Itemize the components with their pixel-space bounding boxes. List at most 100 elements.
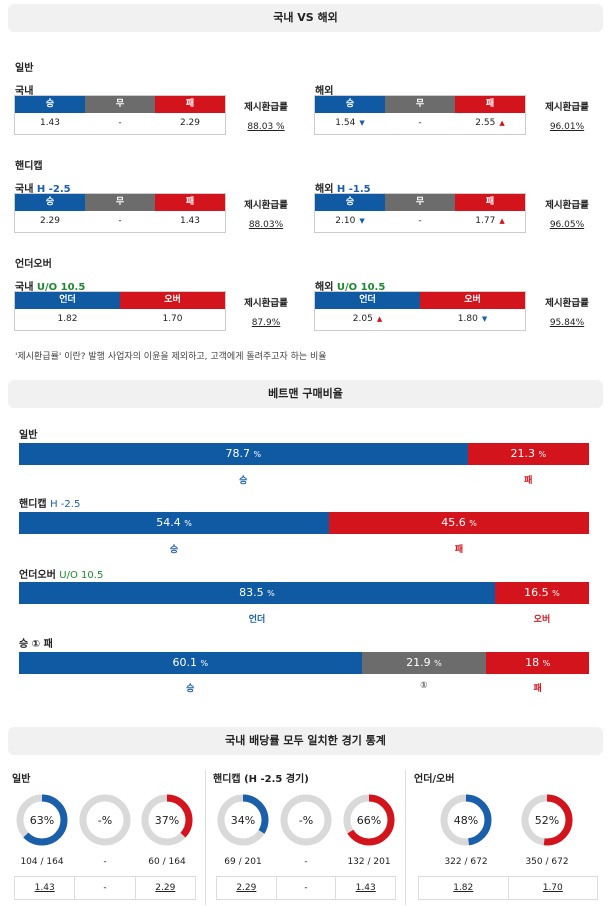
ratio-win-label: 승 bbox=[186, 684, 195, 694]
stats-handicap-label: 핸디캡 (H -2.5 경기) bbox=[213, 774, 309, 785]
header-lose: 패 bbox=[455, 96, 525, 113]
stats-odds-table: 2.29 -1.43 bbox=[216, 876, 396, 900]
ratio-draw-label: ① bbox=[420, 681, 428, 691]
stats-odd-cell: - bbox=[275, 877, 336, 899]
header-under: 언더 bbox=[15, 292, 120, 309]
ratio-lose-segment: 45.6 % bbox=[329, 512, 589, 534]
donut-percent: 37% bbox=[155, 814, 179, 827]
header-win: 승 bbox=[15, 194, 85, 211]
header-draw: 무 bbox=[85, 96, 155, 113]
donut-count: - bbox=[103, 857, 107, 867]
donut-percent: -% bbox=[299, 814, 313, 827]
handicap-overseas-label: 해외 H -1.5 bbox=[315, 184, 371, 195]
arrow-up-icon: ▲ bbox=[376, 315, 383, 323]
arrow-down-icon: ▼ bbox=[481, 315, 488, 323]
donut-percent: 48% bbox=[454, 814, 478, 827]
handicap-domestic-payout: 제시환급률 88.03% bbox=[244, 200, 288, 230]
stats-odds-table: 1.43 -2.29 bbox=[14, 876, 196, 900]
ratio-general-bar: 78.7 % 21.3 % bbox=[19, 443, 589, 465]
donut-chart: 63% bbox=[16, 794, 68, 846]
odd-win: 1.54 ▼ bbox=[335, 118, 365, 128]
header-win: 승 bbox=[15, 96, 85, 113]
donut-count: 350 / 672 bbox=[525, 857, 569, 867]
stats-odd-cell: - bbox=[74, 877, 134, 899]
ratio-over-segment: 16.5 % bbox=[494, 582, 589, 604]
underover-overseas-odds-table: 언더 오버 2.05 ▲ 1.80 ▼ bbox=[314, 291, 526, 331]
donut-fill bbox=[343, 794, 395, 846]
header-win: 승 bbox=[315, 96, 385, 113]
stats-odds-table: 1.82 1.70 bbox=[418, 876, 598, 900]
odd-draw: - bbox=[118, 216, 122, 226]
odd-draw: - bbox=[418, 216, 422, 226]
stats-underover-label: 언더/오버 bbox=[414, 774, 455, 785]
donut-track bbox=[79, 794, 131, 846]
header-draw: 무 bbox=[385, 194, 455, 211]
ratio-general-label: 일반 bbox=[19, 430, 38, 441]
odd-lose: 2.29 bbox=[179, 118, 201, 128]
odd-over: 1.80 ▼ bbox=[457, 314, 488, 324]
ratio-lose-label: 패 bbox=[533, 684, 542, 694]
ratio-under-segment: 83.5 % bbox=[19, 582, 495, 604]
handicap-overseas-payout: 제시환급률 96.05% bbox=[545, 200, 589, 230]
donut-percent: -% bbox=[98, 814, 112, 827]
donut-chart: -% bbox=[280, 794, 332, 846]
odd-lose: 2.55 ▲ bbox=[475, 118, 505, 128]
stats-odd-cell[interactable]: 1.82 bbox=[453, 883, 474, 893]
donut-fill bbox=[141, 794, 193, 846]
donut-chart: 37% bbox=[141, 794, 193, 846]
section-header-domestic-vs-overseas: 국내 VS 해외 bbox=[8, 4, 603, 32]
header-lose: 패 bbox=[455, 194, 525, 211]
stats-odd-cell[interactable]: 2.29 bbox=[134, 877, 195, 899]
header-lose: 패 bbox=[155, 96, 225, 113]
general-overseas-label: 해외 bbox=[315, 86, 334, 97]
section-header-matched-stats: 국내 배당률 모두 일치한 경기 통계 bbox=[8, 727, 603, 755]
underover-domestic-label: 국내 U/O 10.5 bbox=[15, 282, 86, 293]
odd-lose: 1.77 ▲ bbox=[475, 216, 505, 226]
underover-domestic-odds-table: 언더 오버 1.82 1.70 bbox=[14, 291, 226, 331]
arrow-down-icon: ▼ bbox=[359, 119, 365, 127]
odd-win: 1.43 bbox=[39, 118, 61, 128]
donut-percent: 34% bbox=[231, 814, 255, 827]
ratio-handicap-label: 핸디캡 H -2.5 bbox=[19, 499, 81, 510]
ratio-draw-segment: 21.9 % bbox=[361, 652, 487, 674]
donut-count: 69 / 201 bbox=[224, 857, 262, 867]
stats-odd-cell[interactable]: 1.43 bbox=[34, 883, 55, 893]
ratio-handicap-bar: 54.4 % 45.6 % bbox=[19, 512, 589, 534]
ratio-over-label: 오버 bbox=[533, 615, 551, 625]
general-section-title: 일반 bbox=[15, 63, 34, 74]
ratio-lose-label: 패 bbox=[524, 476, 533, 486]
arrow-up-icon: ▲ bbox=[499, 217, 505, 225]
header-under: 언더 bbox=[315, 292, 420, 309]
stats-odd-cell[interactable]: 1.43 bbox=[335, 877, 395, 899]
ratio-win-segment: 60.1 % bbox=[19, 652, 362, 674]
ratio-underover-label: 언더오버 U/O 10.5 bbox=[19, 570, 104, 581]
donut-percent: 66% bbox=[357, 814, 381, 827]
divider bbox=[405, 770, 406, 905]
donut-chart: 52% bbox=[521, 794, 573, 846]
stats-odd-cell[interactable]: 1.70 bbox=[507, 877, 598, 899]
header-over: 오버 bbox=[420, 292, 525, 309]
ratio-wdl-bar: 60.1 % 21.9 % 18 % bbox=[19, 652, 589, 674]
payout-note: '제시환급률' 이란? 발행 사업자의 이윤을 제외하고, 고객에게 돌려주고자… bbox=[15, 352, 327, 362]
donut-chart: 34% bbox=[217, 794, 269, 846]
underover-domestic-payout: 제시환급률 87.9% bbox=[244, 298, 288, 328]
donut-count: - bbox=[304, 857, 308, 867]
ratio-lose-label: 패 bbox=[454, 545, 464, 555]
donut-track bbox=[280, 794, 332, 846]
header-over: 오버 bbox=[120, 292, 225, 309]
ratio-lose-segment: 21.3 % bbox=[467, 443, 589, 465]
donut-chart: 66% bbox=[343, 794, 395, 846]
section-header-betman-ratio: 베트맨 구매비율 bbox=[8, 380, 603, 408]
donut-fill bbox=[440, 794, 492, 846]
header-lose: 패 bbox=[155, 194, 225, 211]
donut-chart: -% bbox=[79, 794, 131, 846]
underover-overseas-payout: 제시환급률 95.84% bbox=[545, 298, 589, 328]
ratio-win-segment: 54.4 % bbox=[19, 512, 330, 534]
ratio-win-label: 승 bbox=[239, 476, 248, 486]
stats-odd-cell[interactable]: 2.29 bbox=[236, 883, 257, 893]
donut-percent: 63% bbox=[30, 814, 54, 827]
handicap-section-title: 핸디캡 bbox=[15, 161, 43, 172]
general-domestic-label: 국내 bbox=[15, 86, 34, 97]
